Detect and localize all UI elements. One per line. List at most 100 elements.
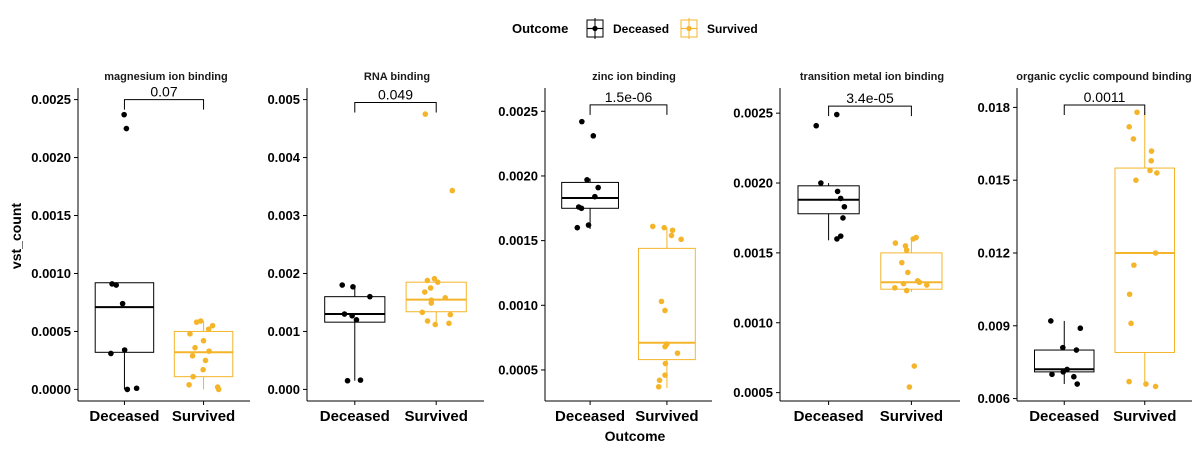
y-tick-label: 0.0005 [498, 362, 538, 377]
y-tick-label: 0.0025 [733, 106, 773, 121]
data-point [658, 298, 665, 305]
data-point [108, 350, 114, 357]
data-point [205, 326, 212, 332]
box-iqr [880, 252, 943, 290]
box-deceased [324, 282, 386, 384]
data-point [202, 357, 209, 364]
data-point [841, 203, 848, 210]
p-value-label: 3.4e-05 [846, 90, 894, 106]
x-tick-label: Survived [1113, 408, 1176, 425]
data-point [892, 240, 899, 246]
panel-title: zinc ion binding [592, 71, 676, 83]
data-point [1126, 291, 1133, 298]
panel-title: transition metal ion binding [800, 71, 944, 83]
data-point [424, 318, 431, 324]
x-tick-label: Deceased [555, 408, 625, 425]
data-point [189, 352, 196, 359]
data-point [1131, 262, 1137, 268]
legend-label-survived: Survived [707, 22, 758, 36]
panel-title: RNA binding [364, 71, 430, 83]
x-tick-label: Deceased [89, 408, 159, 425]
data-point [1148, 157, 1155, 164]
data-point [121, 347, 128, 353]
data-point [339, 282, 346, 288]
y-tick-label: 0.006 [977, 391, 1010, 406]
data-point [357, 377, 364, 383]
data-point [833, 111, 840, 118]
data-point [1147, 167, 1153, 174]
data-point [124, 386, 131, 393]
x-tick-label: Survived [405, 408, 468, 425]
data-point [585, 222, 592, 228]
data-point [595, 184, 601, 191]
data-point [655, 383, 662, 390]
legend-label-deceased: Deceased [613, 22, 669, 36]
data-point [592, 193, 598, 200]
data-point [422, 111, 429, 117]
data-point [432, 321, 439, 328]
panel-magnesium-ion-binding: magnesium ion binding 0.0000 0.0005 0.0010 0… [31, 71, 250, 425]
data-point [661, 224, 667, 231]
legend-key-deceased [586, 18, 604, 39]
data-point [187, 330, 193, 337]
x-tick-label: Deceased [1029, 408, 1099, 425]
data-point [133, 385, 140, 392]
y-tick-label: 0.005 [267, 92, 300, 107]
data-point [1134, 109, 1140, 116]
y-tick-label: 0.0010 [733, 315, 773, 330]
data-point [668, 232, 675, 239]
data-point [662, 343, 668, 350]
y-tick-label: 0.009 [977, 318, 1010, 333]
data-point [916, 279, 923, 286]
significance-bracket [1063, 104, 1146, 115]
significance-bracket [589, 104, 668, 115]
box-deceased [797, 111, 860, 242]
data-point [193, 319, 200, 325]
data-point [431, 275, 438, 282]
x-tick-label: Survived [172, 408, 235, 425]
data-point [349, 312, 355, 319]
data-point [678, 236, 684, 243]
data-point [121, 111, 127, 118]
data-point [590, 133, 597, 139]
box-deceased [1034, 318, 1095, 387]
box-survived [173, 318, 234, 393]
y-tick-label: 0.0005 [733, 385, 773, 400]
y-tick-label: 0.0010 [31, 266, 71, 281]
y-tick-label: 0.018 [977, 100, 1010, 115]
data-point [209, 322, 216, 329]
data-point [1073, 347, 1080, 353]
data-point [662, 372, 668, 378]
data-point [367, 293, 373, 300]
data-point [1071, 373, 1077, 380]
data-point [649, 223, 656, 230]
box-deceased [561, 118, 619, 231]
data-point [200, 366, 206, 373]
box-iqr [94, 282, 155, 353]
panel-rna-binding: RNA binding 0.000 0.001 0.002 0.003 0.004 0.00… [267, 71, 484, 425]
data-point [1154, 170, 1160, 176]
box-iqr [638, 247, 696, 361]
box-survived [638, 223, 696, 390]
data-point [574, 224, 581, 231]
data-point [1130, 136, 1137, 142]
p-value-label: 0.07 [150, 84, 177, 100]
y-tick-label: 0.012 [977, 245, 1010, 260]
y-tick-label: 0.0020 [733, 176, 773, 191]
y-tick-label: 0.0025 [498, 104, 538, 119]
data-point [1077, 325, 1084, 332]
data-point [911, 363, 918, 369]
data-point [905, 269, 911, 276]
significance-bracket [828, 105, 912, 117]
box-iqr [405, 281, 467, 313]
y-tick-label: 0.004 [267, 150, 300, 165]
y-tick-label: 0.0020 [31, 150, 71, 165]
data-point [923, 282, 930, 288]
data-point [813, 122, 820, 129]
data-point [818, 180, 824, 186]
panel-title: organic cyclic compound binding [1016, 71, 1191, 83]
data-point [903, 247, 910, 253]
data-point [350, 284, 356, 290]
